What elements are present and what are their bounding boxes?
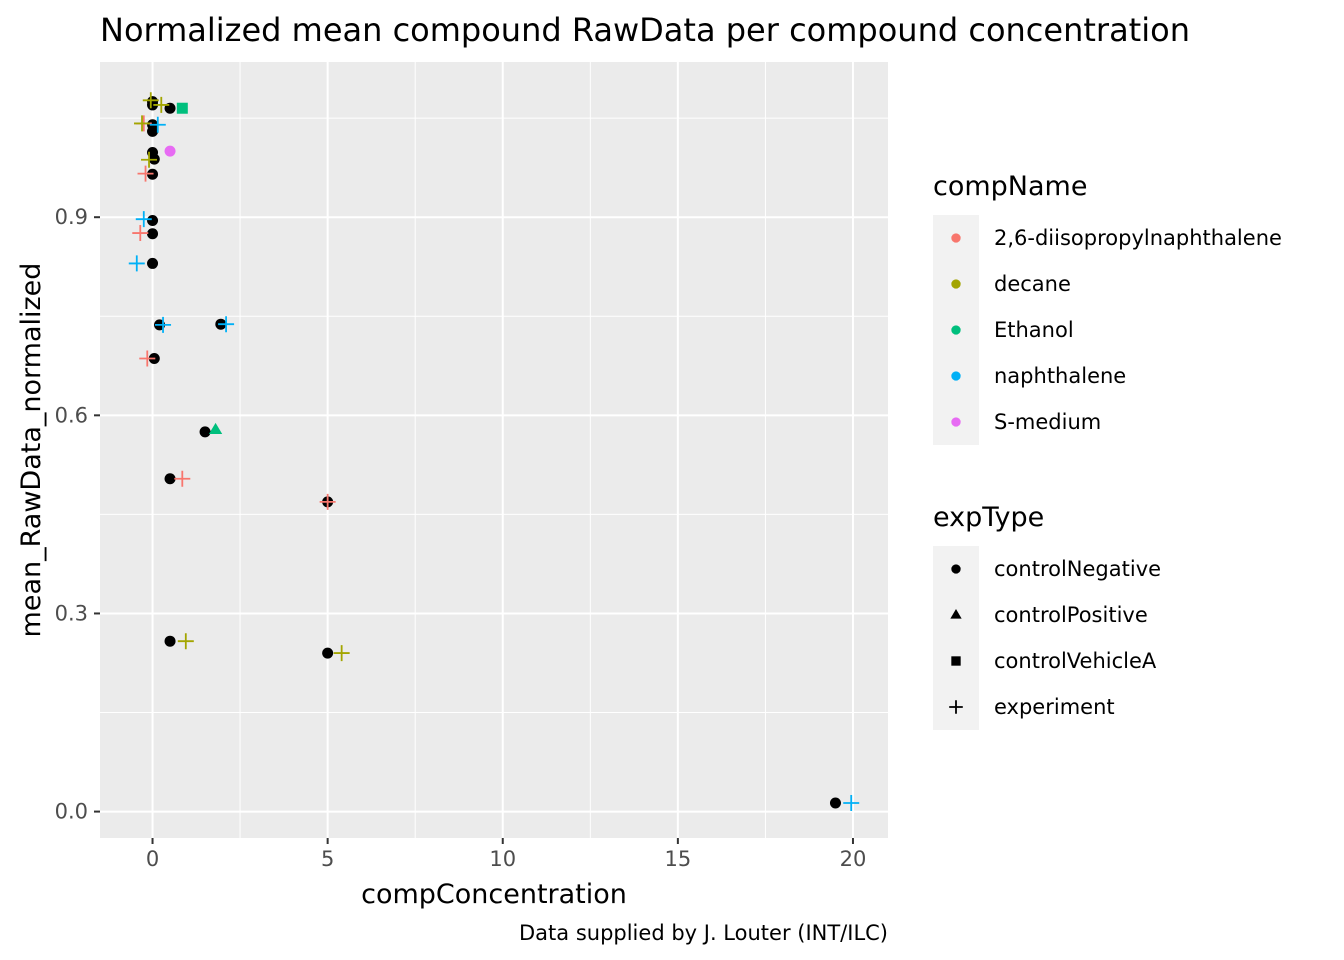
legend-title: expType	[933, 502, 1044, 533]
data-point	[134, 115, 151, 132]
x-axis-label: compConcentration	[361, 879, 627, 910]
data-point	[319, 493, 336, 510]
legend-key-plus	[949, 700, 963, 714]
chart-title: Normalized mean compound RawData per com…	[100, 11, 1190, 49]
data-point	[149, 116, 166, 133]
data-point	[177, 633, 194, 650]
x-tick-label: 15	[664, 847, 691, 871]
data-point	[218, 316, 235, 333]
data-point	[128, 255, 145, 272]
legend-key-circle	[951, 279, 961, 289]
chart-caption: Data supplied by J. Louter (INT/ILC)	[519, 921, 888, 945]
y-tick-label: 0.0	[55, 800, 88, 824]
data-point	[322, 647, 334, 659]
legend-label: 2,6-diisopropylnaphthalene	[994, 226, 1282, 250]
data-point	[147, 125, 159, 137]
legend-label: S-medium	[994, 410, 1101, 434]
x-tick-label: 20	[840, 847, 867, 871]
legend-key-triangle	[950, 609, 962, 619]
data-point	[142, 92, 159, 109]
data-point	[153, 96, 170, 113]
legend-label: experiment	[994, 695, 1115, 719]
data-point	[843, 794, 860, 811]
plot-panel	[100, 62, 888, 838]
data-point	[132, 225, 149, 242]
legend-label: naphthalene	[994, 364, 1126, 388]
legend-key-circle	[951, 371, 961, 381]
data-points	[128, 92, 860, 811]
data-point	[155, 316, 172, 333]
axes: 0 5 10 15 20 0.0 0.3 0.6 0.9	[55, 205, 867, 871]
data-point	[164, 145, 176, 157]
legend-label: Ethanol	[994, 318, 1074, 342]
legend-label: controlNegative	[994, 557, 1161, 581]
data-point	[164, 473, 176, 485]
data-point	[164, 635, 176, 647]
legend-key-circle	[951, 233, 961, 243]
data-point	[333, 645, 350, 662]
legend-label: controlPositive	[994, 603, 1148, 627]
data-point	[135, 211, 152, 228]
y-axis-label: mean_RawData_normalized	[16, 263, 47, 638]
legend-key-circle	[951, 564, 961, 574]
y-tick-label: 0.3	[55, 601, 88, 625]
data-point	[147, 228, 159, 240]
data-point	[829, 797, 841, 809]
legend-label: decane	[994, 272, 1071, 296]
legend-title: compName	[933, 171, 1087, 202]
data-point	[176, 102, 188, 114]
y-tick-label: 0.6	[55, 403, 88, 427]
legend-key-background	[933, 546, 979, 730]
grid-lines	[100, 62, 888, 838]
legend: compName 2,6-diisopropylnaphthalene decane…	[933, 171, 1282, 730]
x-tick-label: 10	[489, 847, 516, 871]
data-point	[208, 422, 223, 435]
data-point	[137, 165, 154, 182]
legend-key-circle	[951, 325, 961, 335]
data-point	[141, 151, 158, 168]
data-point	[199, 426, 211, 438]
y-tick-label: 0.9	[55, 205, 88, 229]
data-point	[147, 215, 159, 227]
data-point	[147, 257, 159, 269]
legend-key-circle	[951, 417, 961, 427]
legend-label: controlVehicleA	[994, 649, 1157, 673]
legend-key-square	[951, 656, 961, 666]
data-point	[139, 350, 156, 367]
x-tick-label: 0	[146, 847, 159, 871]
x-tick-label: 5	[321, 847, 334, 871]
data-point	[174, 470, 191, 487]
